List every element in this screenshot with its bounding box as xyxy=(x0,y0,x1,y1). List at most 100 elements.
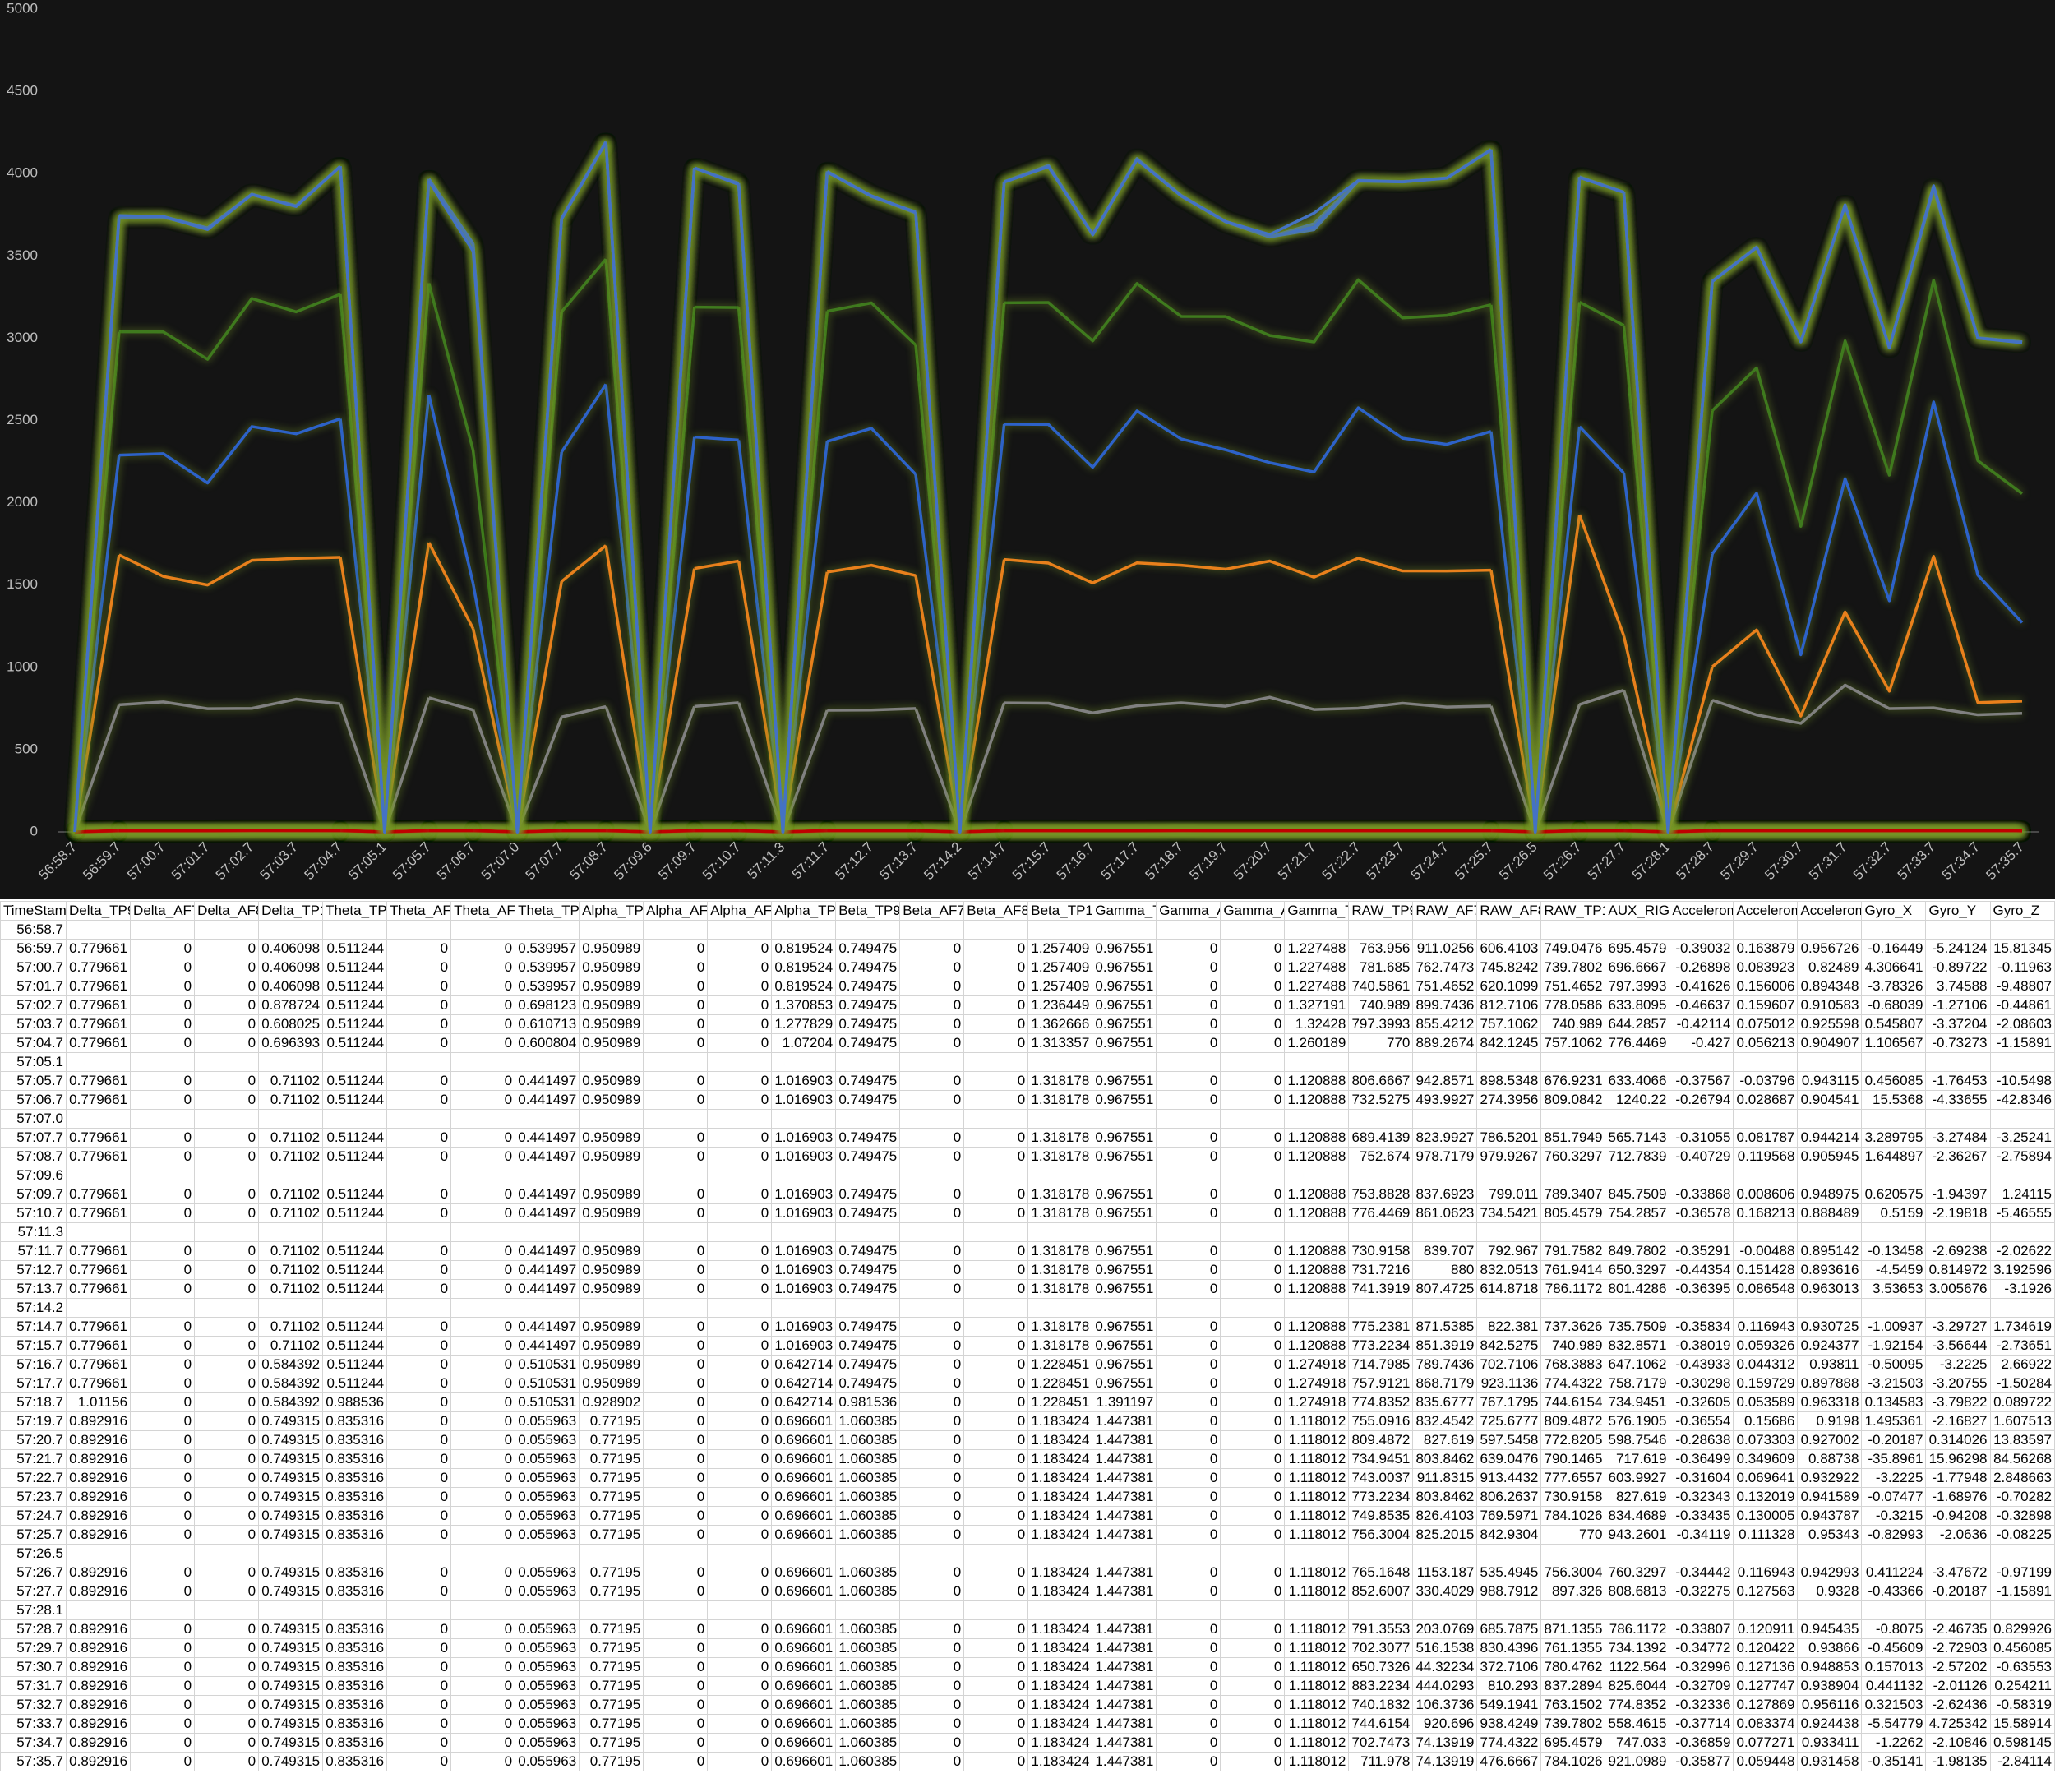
value-cell: 0 xyxy=(707,1657,773,1677)
value-cell: 0 xyxy=(450,1071,516,1091)
value-cell: 0.967551 xyxy=(1092,1185,1157,1204)
value-cell xyxy=(1284,1298,1350,1318)
value-cell: 0 xyxy=(386,1317,452,1337)
value-cell: 0 xyxy=(899,1317,965,1337)
value-cell: 0.835316 xyxy=(322,1487,388,1507)
value-cell xyxy=(643,1109,709,1129)
value-cell: 1.447381 xyxy=(1092,1468,1157,1488)
value-cell: 761.1355 xyxy=(1540,1638,1606,1658)
value-cell xyxy=(579,920,644,940)
row: 57:11.3 xyxy=(0,1222,2055,1242)
value-cell xyxy=(1669,1600,1734,1620)
value-cell xyxy=(1669,920,1734,940)
value-cell: 1.183424 xyxy=(1028,1733,1093,1753)
value-cell: 0.892916 xyxy=(66,1638,132,1658)
value-cell: 0 xyxy=(707,1525,773,1545)
value-cell: 763.956 xyxy=(1348,939,1414,958)
value-cell: 0.008606 xyxy=(1733,1185,1799,1204)
value-cell: 0 xyxy=(130,1279,196,1299)
value-cell: 0 xyxy=(130,1203,196,1223)
value-cell: 1.118012 xyxy=(1284,1563,1350,1582)
value-cell: 0.950989 xyxy=(579,1241,644,1261)
value-cell: 0 xyxy=(1156,958,1221,977)
value-cell: 0 xyxy=(1220,1638,1286,1658)
value-cell: 1.060385 xyxy=(835,1733,901,1753)
empty-cell-drop xyxy=(1489,426,1582,834)
value-cell: 0.835316 xyxy=(322,1468,388,1488)
value-cell: 0.511244 xyxy=(322,977,388,996)
value-cell xyxy=(1412,1109,1478,1129)
value-cell: 0.696601 xyxy=(771,1430,837,1450)
value-cell: 1.183424 xyxy=(1028,1563,1093,1582)
value-cell: 0.510531 xyxy=(515,1392,580,1412)
value-cell: 0 xyxy=(130,1071,196,1091)
value-cell: 0.511244 xyxy=(322,995,388,1015)
value-cell: 0 xyxy=(194,1374,260,1393)
value-cell: 2.66922 xyxy=(1989,1355,2055,1374)
series-line xyxy=(118,683,2023,725)
value-cell: 0 xyxy=(130,1392,196,1412)
value-cell: 576.1905 xyxy=(1605,1411,1670,1431)
value-cell: -1.27106 xyxy=(1925,995,1991,1015)
value-cell: 0 xyxy=(899,1203,965,1223)
value-cell: 1.228451 xyxy=(1028,1355,1093,1374)
value-cell: 0.967551 xyxy=(1092,1241,1157,1261)
timestamp-cell: 57:15.7 xyxy=(0,1336,67,1356)
value-cell: 598.7546 xyxy=(1605,1430,1670,1450)
value-cell: 0.696601 xyxy=(771,1619,837,1639)
value-cell: 0 xyxy=(963,939,1029,958)
row: 57:21.7 0.892916 0 0 0.749315 0.835316 0 0 0.055… xyxy=(0,1449,2055,1469)
value-cell: 0 xyxy=(386,1733,452,1753)
value-cell: -0.35291 xyxy=(1669,1241,1734,1261)
value-cell: 0.779661 xyxy=(66,1147,132,1166)
value-cell: -0.00488 xyxy=(1733,1241,1799,1261)
value-cell: 0 xyxy=(194,1525,260,1545)
value-cell: 1.060385 xyxy=(835,1714,901,1734)
value-cell: 0 xyxy=(707,1279,773,1299)
y-tick-label: 0 xyxy=(30,823,38,838)
empty-cell-drop xyxy=(471,218,563,834)
value-cell: 106.3736 xyxy=(1412,1695,1478,1715)
value-cell: 695.4579 xyxy=(1605,939,1670,958)
value-cell xyxy=(1028,1109,1093,1129)
value-cell: 0.910583 xyxy=(1797,995,1863,1015)
value-cell: -0.07477 xyxy=(1861,1487,1927,1507)
value-cell: 0 xyxy=(643,1392,709,1412)
x-tick-label: 57:18.7 xyxy=(1142,839,1186,884)
value-cell: 0 xyxy=(1156,977,1221,996)
value-cell: 772.8205 xyxy=(1540,1430,1606,1450)
row: 57:06.7 0.779661 0 0 0.71102 0.511244 0 0 0.4414… xyxy=(0,1090,2055,1110)
value-cell: 1.118012 xyxy=(1284,1676,1350,1696)
timestamp-cell: 57:28.1 xyxy=(0,1600,67,1620)
value-cell: 0 xyxy=(450,1033,516,1053)
value-cell xyxy=(66,1600,132,1620)
empty-cell-drop xyxy=(339,166,431,834)
x-tick-label: 57:22.7 xyxy=(1319,839,1364,884)
x-tick-label: 57:00.7 xyxy=(124,839,169,884)
row: 56:59.7 0.779661 0 0 0.406098 0.511244 0 0 0.539… xyxy=(0,939,2055,958)
value-cell xyxy=(386,1600,452,1620)
value-cell: 0.950989 xyxy=(579,1279,644,1299)
value-cell: 737.3626 xyxy=(1540,1317,1606,1337)
value-cell xyxy=(450,1109,516,1129)
value-cell: 0.749315 xyxy=(258,1733,324,1753)
value-cell: 827.619 xyxy=(1412,1430,1478,1450)
value-cell: 717.619 xyxy=(1605,1449,1670,1469)
value-cell: 0.950989 xyxy=(579,1033,644,1053)
value-cell: 740.989 xyxy=(1540,1336,1606,1356)
value-cell xyxy=(835,1222,901,1242)
value-cell: 0.892916 xyxy=(66,1411,132,1431)
value-cell: 0 xyxy=(1156,1563,1221,1582)
value-cell: 0.892916 xyxy=(66,1487,132,1507)
value-cell: 0.9198 xyxy=(1797,1411,1863,1431)
x-tick-label: 57:07.0 xyxy=(478,839,523,884)
value-cell: 0.059448 xyxy=(1733,1752,1799,1771)
value-cell: 0 xyxy=(1156,1374,1221,1393)
value-cell: 444.0293 xyxy=(1412,1676,1478,1696)
value-cell xyxy=(899,1298,965,1318)
value-cell: 0.028687 xyxy=(1733,1090,1799,1110)
value-cell: 0.967551 xyxy=(1092,1260,1157,1280)
empty-cell-drop xyxy=(737,171,829,834)
value-cell: 0 xyxy=(194,1657,260,1677)
value-cell: 0.749475 xyxy=(835,1374,901,1393)
